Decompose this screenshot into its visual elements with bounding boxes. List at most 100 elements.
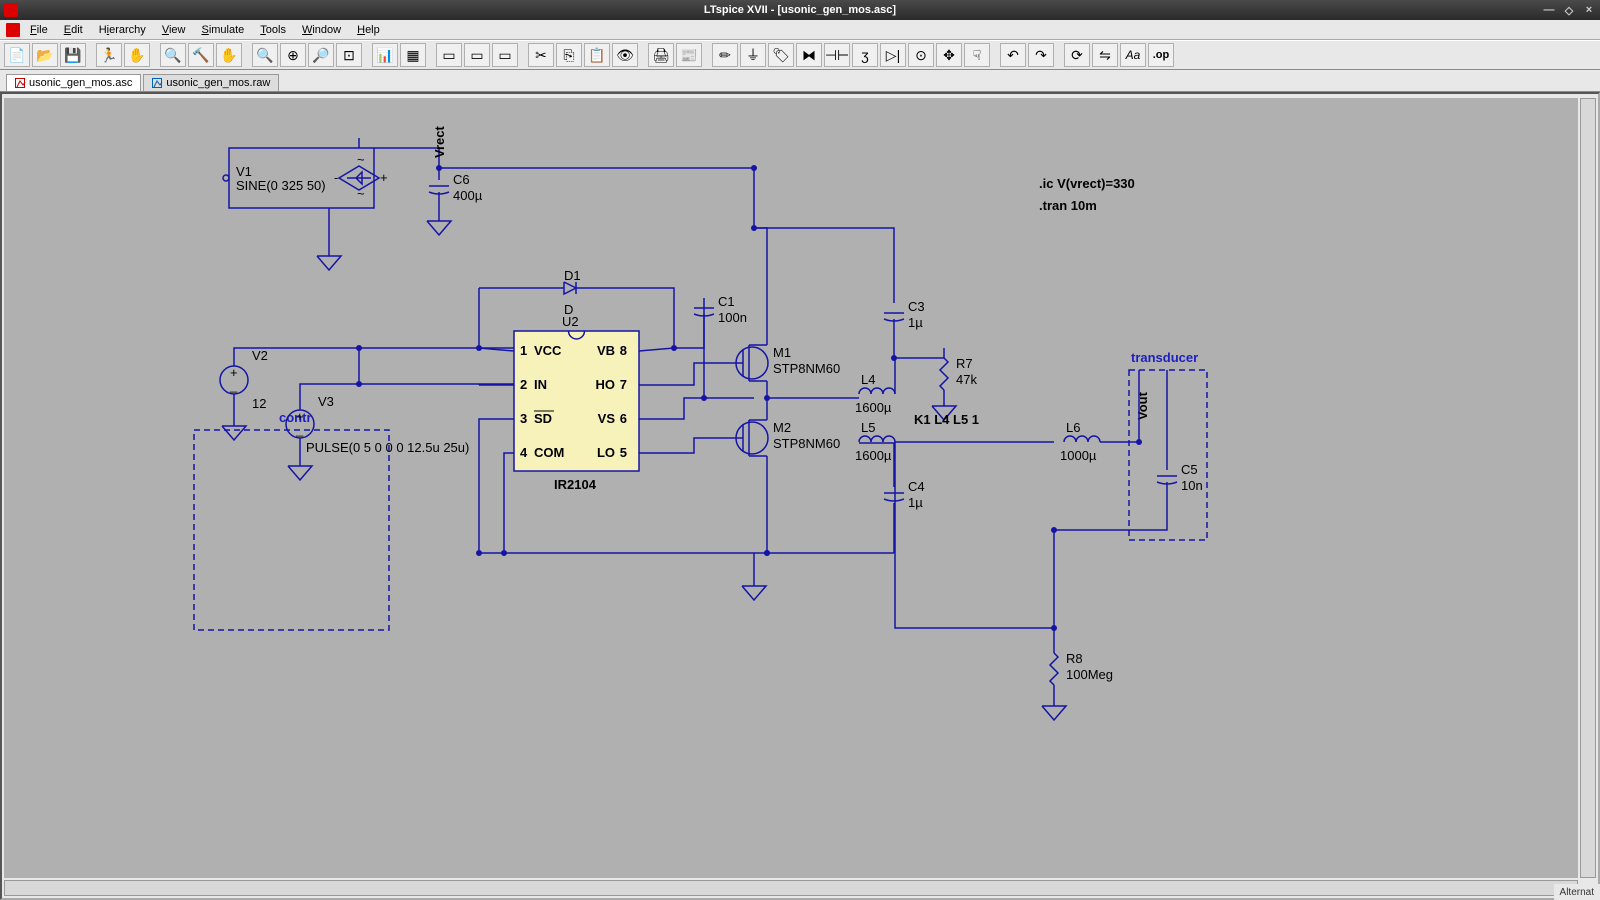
svg-text:M2: M2 — [773, 420, 791, 435]
svg-text:VCC: VCC — [534, 343, 562, 358]
tab-usonic_gen_mos-asc[interactable]: usonic_gen_mos.asc — [6, 74, 141, 91]
svg-text:3: 3 — [520, 411, 527, 426]
menubar: File Edit Hierarchy View Simulate Tools … — [0, 20, 1600, 40]
run-icon[interactable]: 🏃 — [96, 43, 122, 67]
svg-text:PULSE(0 5 0 0 0 12.5u 25u): PULSE(0 5 0 0 0 12.5u 25u) — [306, 440, 469, 455]
menu-simulate[interactable]: Simulate — [195, 22, 250, 38]
tab-usonic_gen_mos-raw[interactable]: usonic_gen_mos.raw — [143, 74, 279, 91]
open-icon[interactable]: 📂 — [32, 43, 58, 67]
svg-text:-: - — [334, 170, 338, 185]
scrollbar-horizontal[interactable] — [4, 880, 1578, 896]
menu-tools[interactable]: Tools — [254, 22, 292, 38]
svg-text:IR2104: IR2104 — [554, 477, 597, 492]
window-controls: — ◇ × — [1542, 4, 1596, 17]
svg-text:R8: R8 — [1066, 651, 1083, 666]
autorange-icon[interactable]: 📊 — [372, 43, 398, 67]
paste-icon[interactable]: 📋 — [584, 43, 610, 67]
drag-icon[interactable]: ☟ — [964, 43, 990, 67]
close-button[interactable]: × — [1582, 4, 1596, 17]
undo-icon[interactable]: ↶ — [1000, 43, 1026, 67]
menu-file[interactable]: File — [24, 22, 54, 38]
cut-icon[interactable]: ✂ — [528, 43, 554, 67]
minimize-button[interactable]: — — [1542, 4, 1556, 17]
menu-help[interactable]: Help — [351, 22, 386, 38]
svg-text:1000µ: 1000µ — [1060, 448, 1097, 463]
tab-label: usonic_gen_mos.asc — [29, 77, 132, 89]
maximize-button[interactable]: ◇ — [1562, 4, 1576, 17]
svg-text:400µ: 400µ — [453, 188, 483, 203]
window-title: LTspice XVII - [usonic_gen_mos.asc] — [704, 4, 896, 16]
workspace: ~~-+V1SINE(0 325 50)VrectC6400µC31µR747k… — [0, 92, 1600, 900]
hammer-icon[interactable]: 🔨 — [188, 43, 214, 67]
svg-text:_: _ — [295, 422, 304, 437]
window1-icon[interactable]: ▭ — [436, 43, 462, 67]
svg-text:C4: C4 — [908, 479, 925, 494]
svg-text:1: 1 — [520, 343, 527, 358]
svg-text:L6: L6 — [1066, 420, 1080, 435]
text-icon[interactable]: Aa — [1120, 43, 1146, 67]
svg-text:SINE(0 325 50): SINE(0 325 50) — [236, 178, 326, 193]
save-icon[interactable]: 💾 — [60, 43, 86, 67]
svg-text:L4: L4 — [861, 372, 875, 387]
redo-icon[interactable]: ↷ — [1028, 43, 1054, 67]
svg-text:1600µ: 1600µ — [855, 400, 892, 415]
tile-icon[interactable]: ▦ — [400, 43, 426, 67]
svg-text:COM: COM — [534, 445, 564, 460]
spice-dir-icon[interactable]: .op — [1148, 43, 1174, 67]
svg-text:12: 12 — [252, 396, 266, 411]
scrollbar-vertical[interactable] — [1580, 98, 1596, 878]
svg-text:10n: 10n — [1181, 478, 1203, 493]
diode-icon[interactable]: ▷| — [880, 43, 906, 67]
probe-icon[interactable]: 🔍 — [160, 43, 186, 67]
new-schematic-icon[interactable]: 📄 — [4, 43, 30, 67]
copy-icon[interactable]: ⎘ — [556, 43, 582, 67]
svg-text:M1: M1 — [773, 345, 791, 360]
print-icon[interactable]: 🖨 — [648, 43, 674, 67]
find-icon[interactable]: 👁 — [612, 43, 638, 67]
titlebar: LTspice XVII - [usonic_gen_mos.asc] — ◇ … — [0, 0, 1600, 20]
svg-text:transducer: transducer — [1131, 350, 1198, 365]
svg-text:100n: 100n — [718, 310, 747, 325]
mirror-icon[interactable]: ⇋ — [1092, 43, 1118, 67]
pan-icon[interactable]: ✋ — [216, 43, 242, 67]
label-icon[interactable]: 🏷 — [768, 43, 794, 67]
svg-text:~: ~ — [357, 152, 365, 167]
zoom-pan-icon[interactable]: ⊕ — [280, 43, 306, 67]
menu-window[interactable]: Window — [296, 22, 347, 38]
print-setup-icon[interactable]: 📰 — [676, 43, 702, 67]
move-icon[interactable]: ✥ — [936, 43, 962, 67]
resistor-icon[interactable]: ⧓ — [796, 43, 822, 67]
menu-view[interactable]: View — [156, 22, 192, 38]
rotate-icon[interactable]: ⟳ — [1064, 43, 1090, 67]
svg-text:5: 5 — [620, 445, 627, 460]
zoom-in-icon[interactable]: 🔍 — [252, 43, 278, 67]
svg-text:V3: V3 — [318, 394, 334, 409]
draw-wire-icon[interactable]: ✏ — [712, 43, 738, 67]
menu-edit[interactable]: Edit — [58, 22, 89, 38]
svg-text:STP8NM60: STP8NM60 — [773, 436, 840, 451]
svg-text:Vrect: Vrect — [432, 126, 447, 158]
svg-text:VS: VS — [598, 411, 616, 426]
capacitor-icon[interactable]: ⊣⊢ — [824, 43, 850, 67]
ground-icon[interactable]: ⏚ — [740, 43, 766, 67]
schematic-canvas[interactable]: ~~-+V1SINE(0 325 50)VrectC6400µC31µR747k… — [4, 98, 1578, 878]
svg-text:V2: V2 — [252, 348, 268, 363]
svg-text:47k: 47k — [956, 372, 977, 387]
zoom-full-icon[interactable]: ⊡ — [336, 43, 362, 67]
halt-icon[interactable]: ✋ — [124, 43, 150, 67]
component-icon[interactable]: ⊙ — [908, 43, 934, 67]
menu-hierarchy[interactable]: Hierarchy — [93, 22, 152, 38]
svg-text:_: _ — [229, 378, 238, 393]
window3-icon[interactable]: ▭ — [492, 43, 518, 67]
tab-icon — [152, 78, 162, 88]
tab-icon — [15, 78, 25, 88]
svg-text:1µ: 1µ — [908, 495, 923, 510]
toolbar: 📄📂💾🏃✋🔍🔨✋🔍⊕🔎⊡📊▦▭▭▭✂⎘📋👁🖨📰✏⏚🏷⧓⊣⊢ʒ▷|⊙✥☟↶↷⟳⇋A… — [0, 40, 1600, 70]
zoom-out-icon[interactable]: 🔎 — [308, 43, 334, 67]
svg-text:8: 8 — [620, 343, 627, 358]
status-text: Alternat — [1560, 887, 1594, 898]
window2-icon[interactable]: ▭ — [464, 43, 490, 67]
inductor-icon[interactable]: ʒ — [852, 43, 878, 67]
tab-label: usonic_gen_mos.raw — [166, 77, 270, 89]
svg-text:LO: LO — [597, 445, 615, 460]
